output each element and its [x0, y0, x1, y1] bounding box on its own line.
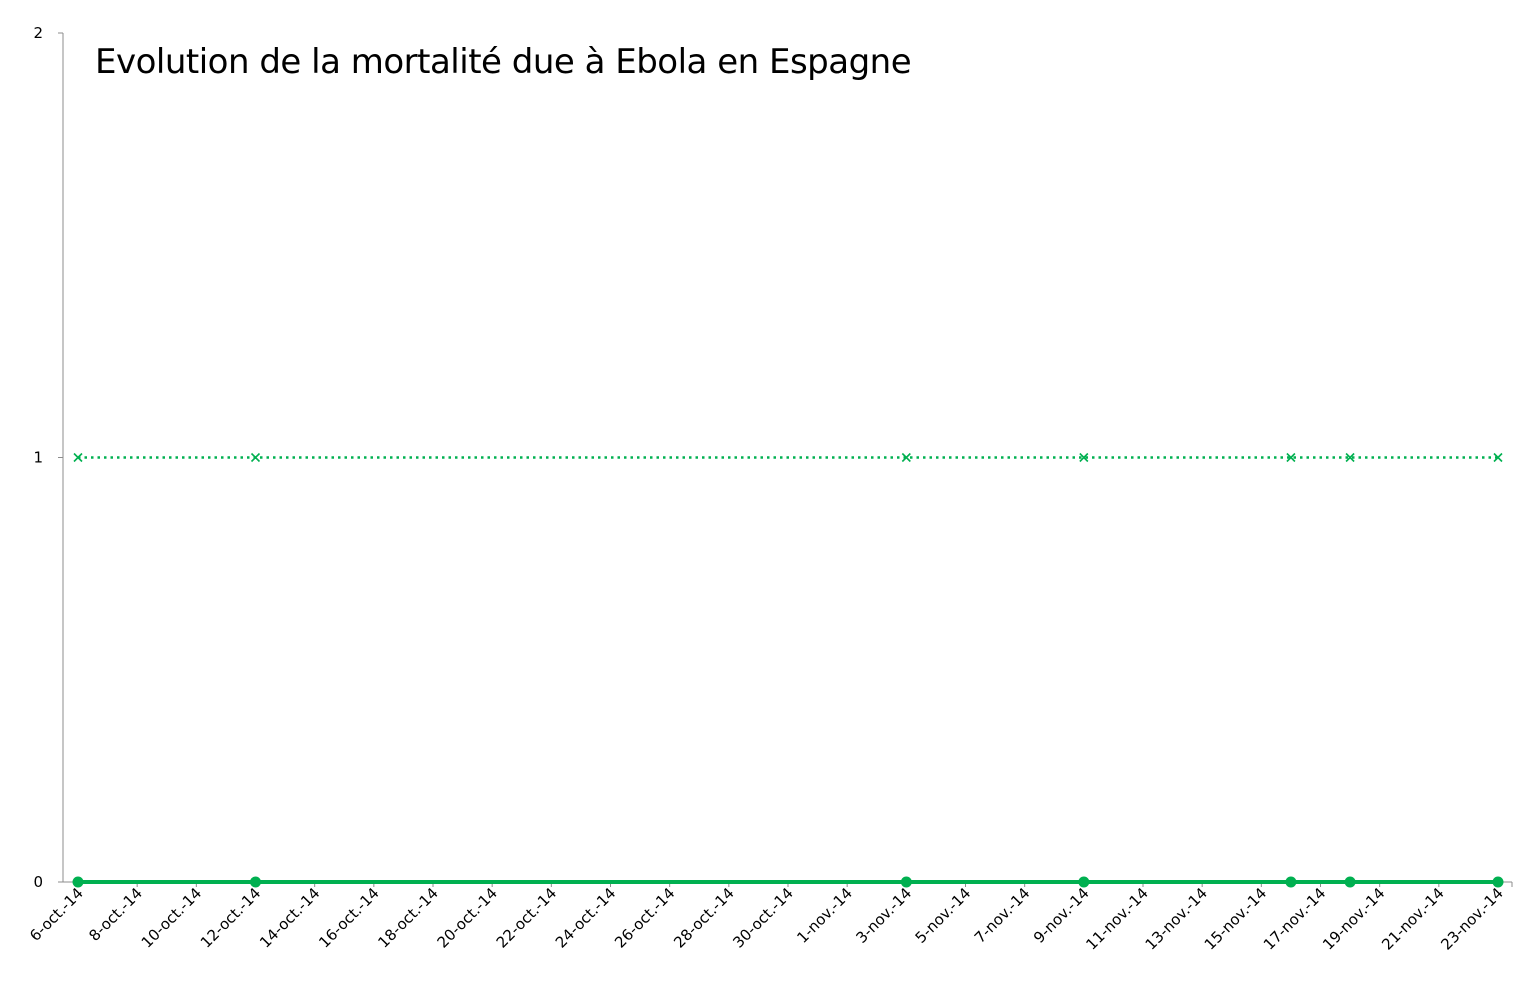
x-tick-label: 23-nov.-14 — [1437, 884, 1506, 953]
data-point-circle-marker — [900, 876, 912, 888]
y-tick-label: 1 — [33, 449, 43, 467]
x-tick-label: 17-nov.-14 — [1260, 884, 1329, 953]
x-tick-label: 6-oct.-14 — [26, 884, 87, 945]
data-point-circle-marker — [72, 876, 84, 888]
x-tick-label: 3-nov.-14 — [852, 884, 915, 947]
x-tick-label: 1-nov.-14 — [793, 884, 856, 947]
x-tick-label: 11-nov.-14 — [1082, 884, 1151, 953]
x-tick-label: 5-nov.-14 — [912, 884, 975, 947]
data-point-x-marker — [1286, 452, 1296, 463]
x-tick-label: 13-nov.-14 — [1142, 884, 1211, 953]
x-tick-label: 20-oct.-14 — [434, 884, 501, 951]
x-tick-label: 10-oct.-14 — [138, 884, 205, 951]
data-point-x-marker — [73, 452, 83, 463]
data-point-x-marker — [1493, 452, 1503, 463]
data-point-x-marker — [250, 452, 261, 463]
x-tick-label: 30-oct.-14 — [729, 884, 796, 951]
chart-title: Evolution de la mortalité due à Ebola en… — [95, 42, 912, 82]
data-point-x-marker — [901, 452, 911, 463]
x-tick-label: 24-oct.-14 — [552, 884, 619, 951]
x-tick-label: 22-oct.-14 — [493, 884, 560, 951]
x-tick-label: 19-nov.-14 — [1319, 884, 1388, 953]
data-point-x-marker — [1079, 452, 1089, 463]
x-tick-label: 16-oct.-14 — [315, 884, 382, 951]
y-tick-label: 2 — [33, 24, 43, 42]
data-point-circle-marker — [1492, 876, 1504, 888]
x-tick-label: 15-nov.-14 — [1201, 884, 1270, 953]
data-point-circle-marker — [1078, 876, 1090, 888]
x-tick-label: 26-oct.-14 — [611, 884, 678, 951]
data-point-x-marker — [1345, 452, 1355, 463]
x-tick-label: 21-nov.-14 — [1378, 884, 1447, 953]
x-tick-label: 28-oct.-14 — [670, 884, 737, 951]
x-tick-label: 7-nov.-14 — [971, 884, 1034, 947]
data-point-circle-marker — [1344, 876, 1356, 888]
x-tick-label: 8-oct.-14 — [85, 884, 146, 945]
x-tick-label: 14-oct.-14 — [256, 884, 323, 951]
y-tick-label: 0 — [33, 873, 43, 891]
data-point-circle-marker — [1285, 876, 1297, 888]
x-tick-label: 18-oct.-14 — [374, 884, 441, 951]
data-point-circle-marker — [250, 876, 261, 888]
x-tick-label: 12-oct.-14 — [197, 884, 264, 951]
x-tick-label: 9-nov.-14 — [1030, 884, 1093, 947]
